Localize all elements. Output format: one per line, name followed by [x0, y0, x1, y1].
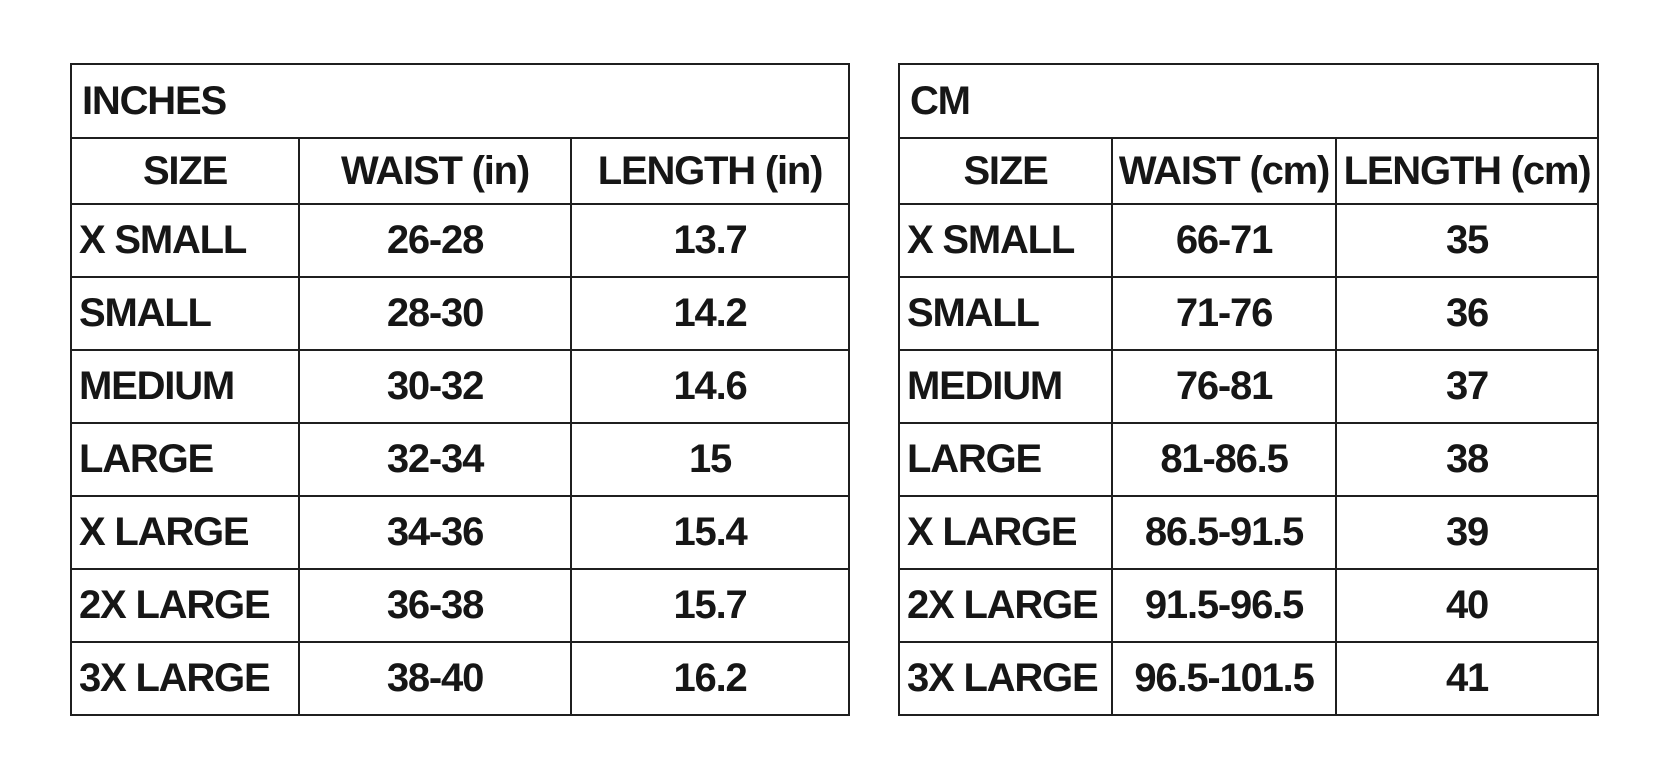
size-cell: X LARGE: [70, 495, 300, 570]
inches-table-title: INCHES: [69, 63, 851, 139]
waist-cell: 96.5-101.5: [1111, 641, 1337, 716]
waist-cell: 36-38: [298, 568, 572, 643]
table-row: SMALL 71-76 36: [898, 276, 1599, 351]
size-cell: 3X LARGE: [70, 641, 300, 716]
size-cell: X SMALL: [70, 203, 300, 278]
size-cell: X SMALL: [898, 203, 1113, 278]
table-row: LARGE 32-34 15: [70, 422, 851, 497]
waist-cell: 86.5-91.5: [1111, 495, 1337, 570]
length-cell: 39: [1335, 495, 1599, 570]
length-cell: 40: [1335, 568, 1599, 643]
table-row: MEDIUM 30-32 14.6: [70, 349, 851, 424]
inches-title-row: INCHES: [69, 63, 851, 139]
cm-column-header-waist: WAIST (cm): [1111, 137, 1337, 205]
waist-cell: 91.5-96.5: [1111, 568, 1337, 643]
waist-cell: 34-36: [298, 495, 572, 570]
size-cell: LARGE: [898, 422, 1113, 497]
length-cell: 14.2: [569, 276, 851, 351]
inches-column-header-size: SIZE: [70, 137, 300, 205]
size-cell: 3X LARGE: [898, 641, 1113, 716]
waist-cell: 81-86.5: [1111, 422, 1337, 497]
length-cell: 16.2: [569, 641, 851, 716]
size-cell: LARGE: [70, 422, 300, 497]
waist-cell: 76-81: [1111, 349, 1337, 424]
table-row: SMALL 28-30 14.2: [70, 276, 851, 351]
inches-column-header-waist: WAIST (in): [298, 137, 572, 205]
inches-header-row: SIZE WAIST (in) LENGTH (in): [70, 137, 851, 205]
waist-cell: 28-30: [298, 276, 572, 351]
table-row: 3X LARGE 96.5-101.5 41: [898, 641, 1599, 716]
cm-column-header-size: SIZE: [898, 137, 1113, 205]
size-cell: 2X LARGE: [898, 568, 1113, 643]
table-row: X SMALL 66-71 35: [898, 203, 1599, 278]
table-row: 2X LARGE 91.5-96.5 40: [898, 568, 1599, 643]
length-cell: 14.6: [569, 349, 851, 424]
cm-table-title: CM: [898, 63, 1599, 139]
size-cell: 2X LARGE: [70, 568, 300, 643]
table-row: X LARGE 34-36 15.4: [70, 495, 851, 570]
length-cell: 15.4: [569, 495, 851, 570]
size-cell: MEDIUM: [70, 349, 300, 424]
length-cell: 38: [1335, 422, 1599, 497]
table-row: MEDIUM 76-81 37: [898, 349, 1599, 424]
table-row: X SMALL 26-28 13.7: [70, 203, 851, 278]
inches-size-table: INCHES SIZE WAIST (in) LENGTH (in) X SMA…: [69, 63, 851, 716]
length-cell: 13.7: [569, 203, 851, 278]
waist-cell: 30-32: [298, 349, 572, 424]
waist-cell: 71-76: [1111, 276, 1337, 351]
inches-column-header-length: LENGTH (in): [569, 137, 851, 205]
cm-header-row: SIZE WAIST (cm) LENGTH (cm): [898, 137, 1599, 205]
size-cell: MEDIUM: [898, 349, 1113, 424]
size-cell: X LARGE: [898, 495, 1113, 570]
waist-cell: 38-40: [298, 641, 572, 716]
length-cell: 37: [1335, 349, 1599, 424]
waist-cell: 66-71: [1111, 203, 1337, 278]
size-cell: SMALL: [70, 276, 300, 351]
cm-title-row: CM: [898, 63, 1599, 139]
table-row: 2X LARGE 36-38 15.7: [70, 568, 851, 643]
waist-cell: 26-28: [298, 203, 572, 278]
cm-column-header-length: LENGTH (cm): [1335, 137, 1599, 205]
table-row: 3X LARGE 38-40 16.2: [70, 641, 851, 716]
cm-size-table: CM SIZE WAIST (cm) LENGTH (cm) X SMALL 6…: [898, 63, 1599, 716]
table-row: X LARGE 86.5-91.5 39: [898, 495, 1599, 570]
length-cell: 15.7: [569, 568, 851, 643]
length-cell: 35: [1335, 203, 1599, 278]
table-row: LARGE 81-86.5 38: [898, 422, 1599, 497]
length-cell: 36: [1335, 276, 1599, 351]
length-cell: 15: [569, 422, 851, 497]
size-cell: SMALL: [898, 276, 1113, 351]
length-cell: 41: [1335, 641, 1599, 716]
waist-cell: 32-34: [298, 422, 572, 497]
